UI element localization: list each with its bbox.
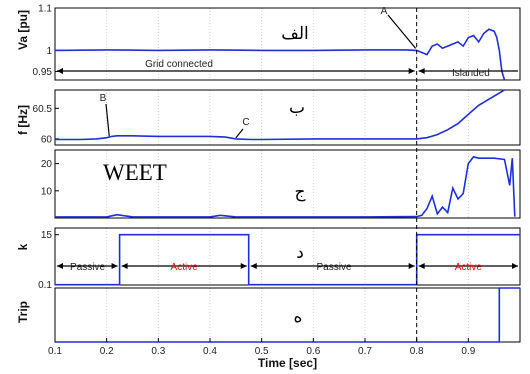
arrowhead	[111, 263, 118, 269]
arrowhead	[408, 263, 415, 269]
x-axis-label: Time [sec]	[258, 356, 317, 370]
x-tick-label: 0.7	[358, 346, 372, 357]
panel-frame	[54, 89, 521, 146]
y-tick-label: 60	[41, 134, 53, 145]
arrowhead	[418, 263, 425, 269]
panel-frequency: 60 60.5f [Hz] ب B C	[16, 89, 521, 146]
arrowhead	[240, 263, 247, 269]
arrowhead	[418, 68, 425, 74]
panel-letter-label: ه	[294, 307, 303, 327]
panel-k: 0.1 15 k د Passive Active Passive Active	[16, 227, 521, 291]
grid-connected-label: Grid connected	[145, 59, 213, 70]
y-axis-label: f [Hz]	[16, 105, 30, 135]
x-tick-label: 0.2	[100, 346, 114, 357]
panel-trip: Trip ه	[16, 287, 521, 343]
y-tick-label: 1.1	[38, 4, 52, 15]
panel-frame	[54, 287, 521, 343]
arrowhead	[57, 263, 63, 269]
x-tick-label: 0.8	[410, 346, 424, 357]
y-tick-label: 1	[46, 46, 52, 57]
panel-va: 0.95 1 1.1 Va [pu] الف Grid connected Islanded…	[16, 4, 521, 81]
y-tick-label: 0.1	[38, 280, 52, 291]
y-axis-label: Va [pu]	[16, 10, 30, 50]
panel-frame	[54, 227, 521, 286]
active-1-label: Active	[171, 262, 199, 273]
y-tick-label: 10	[41, 186, 53, 197]
arrowhead	[57, 68, 63, 74]
x-tick-label: 0.6	[306, 346, 320, 357]
x-tick-label: 0.1	[48, 346, 62, 357]
series-line-f	[55, 89, 505, 141]
arrowhead	[408, 68, 415, 74]
panel-frame	[54, 149, 521, 219]
panel-letter-label: ب	[289, 98, 305, 118]
panel-frame	[54, 7, 521, 81]
y-tick-label: 15	[41, 230, 53, 241]
active-2-label: Active	[455, 262, 483, 273]
point-b-pointer	[105, 103, 110, 137]
series-line-weet	[55, 155, 516, 218]
series-line-va	[54, 28, 506, 81]
panel-letter-label: ج	[295, 182, 306, 202]
y-tick-label: 60.5	[33, 104, 53, 115]
passive-2-label: Passive	[316, 262, 351, 273]
series-line-k	[55, 233, 520, 286]
point-a-label: A	[381, 6, 388, 17]
point-b-label: B	[100, 93, 107, 104]
x-tick-label: 0.3	[151, 346, 165, 357]
y-axis-label: k	[16, 243, 30, 250]
y-axis-label: Trip	[16, 301, 30, 323]
x-axis: 0.1 0.2 0.3 0.4 0.5 0.6 0.7 0.8 0.9 Time [sec]	[48, 338, 476, 370]
y-tick-label: 0.95	[33, 67, 53, 78]
x-tick-label: 0.4	[203, 346, 217, 357]
panel-weet: 10 20 WEET ج	[41, 149, 521, 219]
weet-ylabel: WEET	[103, 160, 167, 185]
x-tick-label: 0.5	[255, 346, 269, 357]
point-c-label: C	[242, 117, 249, 128]
passive-1-label: Passive	[70, 262, 105, 273]
point-c-pointer	[235, 128, 244, 139]
panel-letter-label: الف	[281, 24, 309, 44]
islanded-label: Islanded	[452, 68, 490, 79]
y-tick-label: 20	[41, 159, 53, 170]
panel-letter-label: د	[296, 243, 304, 263]
series-line-trip	[55, 287, 520, 343]
arrowhead	[121, 263, 128, 269]
arrowhead	[512, 263, 518, 269]
arrowhead	[250, 263, 257, 269]
x-tick-label: 0.9	[461, 346, 475, 357]
point-a-pointer	[387, 14, 417, 49]
